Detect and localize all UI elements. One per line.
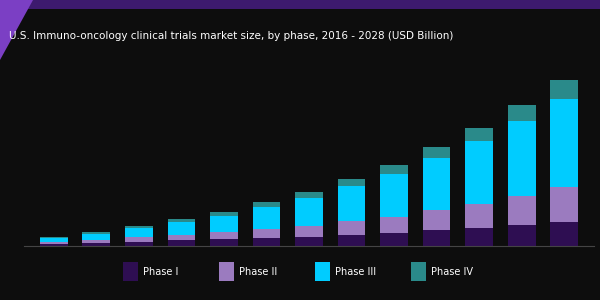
Bar [40, 238, 68, 242]
Bar [550, 99, 578, 187]
Text: Phase III: Phase III [335, 267, 376, 277]
Bar [423, 158, 451, 211]
Bar [466, 128, 493, 141]
Bar [338, 179, 365, 186]
Bar [550, 222, 578, 246]
Bar [411, 262, 426, 281]
Bar [380, 164, 408, 173]
Bar [295, 236, 323, 246]
Bar [167, 235, 195, 240]
Bar [423, 211, 451, 230]
Bar [167, 222, 195, 235]
Bar [210, 212, 238, 216]
Bar [423, 230, 451, 246]
Bar [253, 229, 280, 238]
Bar [295, 192, 323, 198]
Bar [167, 220, 195, 222]
Bar [82, 243, 110, 246]
Bar [82, 234, 110, 240]
Bar [508, 225, 536, 246]
Bar [338, 221, 365, 235]
Bar [40, 242, 68, 244]
Bar [550, 187, 578, 222]
Bar [295, 198, 323, 226]
Text: U.S. Immuno-oncology clinical trials market size, by phase, 2016 - 2028 (USD Bil: U.S. Immuno-oncology clinical trials mar… [9, 31, 454, 41]
Bar [550, 80, 578, 99]
Bar [338, 235, 365, 246]
Bar [125, 229, 152, 238]
Bar [508, 105, 536, 122]
Bar [380, 173, 408, 217]
Bar [466, 204, 493, 228]
Bar [123, 262, 138, 281]
Bar [210, 232, 238, 239]
Bar [210, 216, 238, 232]
Polygon shape [0, 0, 33, 60]
Text: Phase II: Phase II [239, 267, 277, 277]
Bar [466, 141, 493, 204]
Bar [125, 226, 152, 229]
Bar [253, 202, 280, 207]
Text: Phase IV: Phase IV [431, 267, 473, 277]
Bar [167, 240, 195, 246]
Bar [338, 186, 365, 221]
Bar [508, 196, 536, 225]
Bar [82, 240, 110, 243]
Bar [125, 238, 152, 242]
Bar [315, 262, 330, 281]
Bar [219, 262, 234, 281]
Bar [125, 242, 152, 246]
Bar [0, 0, 600, 9]
Bar [40, 237, 68, 238]
Bar [253, 238, 280, 246]
Bar [466, 228, 493, 246]
Bar [82, 232, 110, 234]
Text: Phase I: Phase I [143, 267, 178, 277]
Bar [253, 207, 280, 229]
Bar [210, 239, 238, 246]
Bar [508, 122, 536, 196]
Bar [423, 148, 451, 158]
Bar [380, 233, 408, 246]
Bar [295, 226, 323, 236]
Bar [40, 244, 68, 246]
Bar [380, 217, 408, 233]
